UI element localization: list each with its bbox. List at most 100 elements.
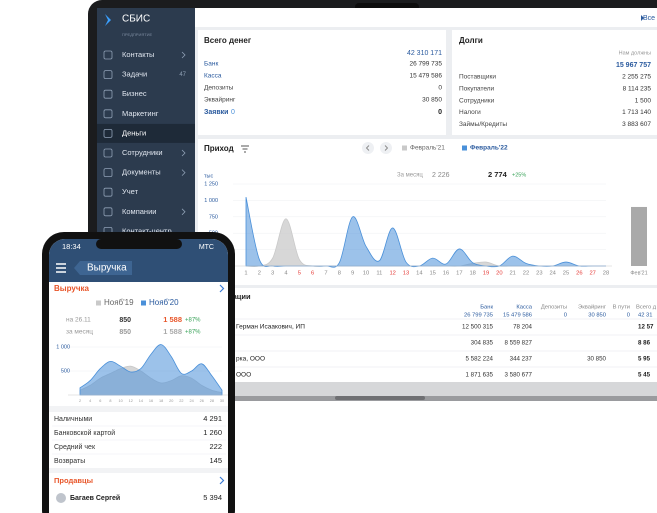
filter-icon[interactable]: [241, 145, 249, 153]
x-tick-label: 12: [129, 399, 133, 403]
menu-icon: [103, 50, 113, 60]
menu-item[interactable]: Сотрудники: [122, 148, 163, 157]
menu-icon[interactable]: [56, 263, 66, 273]
menu-icon: [103, 148, 113, 158]
phone: 18:34 МТС Выручка Выручка на 26.11 850 1 588 +8…: [42, 232, 235, 513]
menu-item[interactable]: Задачи: [122, 70, 147, 79]
menu-item[interactable]: Контакты: [122, 50, 154, 59]
debt-label: Поставщики: [459, 74, 496, 81]
x-tick-label: 24: [549, 271, 556, 277]
org-cell: 8 86: [638, 340, 651, 347]
list-label: Банковской картой: [54, 429, 115, 437]
y-tick-label: 1 000: [204, 198, 218, 204]
menu-item[interactable]: Деньги: [122, 128, 146, 137]
menu-item[interactable]: Маркетинг: [122, 109, 159, 118]
section-title[interactable]: Продавцы: [54, 476, 93, 485]
menu-arrow: [181, 149, 186, 157]
x-tick-label: 8: [338, 271, 341, 277]
legend-swatch: [141, 300, 146, 306]
debt-label: Покупатели: [459, 86, 495, 93]
money-label[interactable]: Банк: [204, 61, 218, 68]
menu-item[interactable]: Учет: [122, 187, 139, 196]
month-change: +25%: [512, 172, 526, 178]
seller-value: 5 394: [203, 493, 222, 502]
x-tick-label: 10: [363, 271, 369, 277]
legend-label[interactable]: Февраль'21: [410, 145, 445, 152]
debts-total: 15 967 757: [616, 62, 651, 69]
x-tick-label: 1: [244, 271, 247, 277]
requests-label[interactable]: Заявки: [204, 109, 228, 116]
area: [79, 344, 223, 396]
section-arrow: [219, 284, 225, 293]
x-tick-label: 15: [429, 271, 435, 277]
month-prev: 2 226: [432, 172, 450, 179]
org-cell: 344 237: [510, 356, 533, 363]
x-tick-label: 4: [284, 271, 288, 277]
seller-name[interactable]: Багаев Сергей: [70, 494, 120, 502]
x-tick-label: Фев'21: [630, 270, 647, 276]
y-tick-label: 750: [209, 214, 218, 220]
org-cell: 8 559 827: [504, 340, 532, 347]
avatar: [56, 493, 66, 503]
x-tick-label: 22: [179, 399, 183, 403]
x-tick-label: 18: [469, 271, 475, 277]
x-tick-label: 17: [456, 271, 462, 277]
menu-arrow: [181, 51, 186, 59]
legend-label[interactable]: Нояб'19: [104, 298, 134, 307]
y-tick-label: 1 250: [204, 181, 218, 187]
list-label: Средний чек: [54, 443, 96, 451]
money-value: 15 479 586: [409, 73, 442, 80]
column-total: 0: [627, 313, 630, 319]
x-tick-label: 10: [118, 399, 122, 403]
menu-icon: [103, 89, 113, 99]
x-tick-label: 12: [389, 271, 395, 277]
debt-value: 1 500: [635, 97, 652, 104]
money-value: 26 799 735: [409, 61, 442, 68]
org-name[interactable]: ООО: [236, 372, 251, 379]
list-value: 222: [209, 442, 222, 451]
section-title[interactable]: Выручка: [54, 284, 89, 293]
legend-swatch: [462, 145, 467, 151]
nav-button[interactable]: [380, 142, 392, 154]
debt-value: 2 255 275: [622, 74, 651, 81]
compare-label: на 26.11: [66, 317, 91, 324]
top-link[interactable]: Все: [643, 15, 655, 22]
top-link-arrow: [641, 15, 644, 21]
org-name[interactable]: рка, ООО: [236, 356, 265, 363]
y-tick-label: 1 000: [56, 344, 70, 350]
x-tick-label: 26: [576, 271, 582, 277]
org-cell: 78 204: [513, 324, 532, 331]
compare-cur: 1 588: [163, 327, 182, 336]
debt-value: 8 114 235: [623, 86, 652, 93]
month-cur: 2 774: [488, 170, 508, 179]
card-title: зации: [229, 292, 251, 301]
x-tick-label: 2: [258, 271, 261, 277]
x-tick-label: 4: [89, 399, 91, 403]
money-label[interactable]: Касса: [204, 73, 222, 80]
menu-item[interactable]: Контакт-центр: [122, 226, 172, 235]
x-tick-label: 11: [376, 271, 382, 277]
org-cell: 5 45: [638, 372, 651, 379]
section-arrow: [219, 476, 225, 485]
x-tick-label: 26: [200, 399, 204, 403]
org-cell: 12 57: [638, 324, 654, 331]
legend-label[interactable]: Нояб'20: [149, 298, 179, 307]
x-tick-label: 14: [139, 399, 143, 403]
menu-item[interactable]: Бизнес: [122, 89, 147, 98]
legend-label[interactable]: Февраль'22: [470, 145, 508, 152]
nav-button[interactable]: [362, 142, 374, 154]
debt-value: 3 883 607: [622, 121, 651, 128]
org-cell: 3 580 677: [504, 372, 532, 379]
compare-change: +87%: [185, 330, 201, 336]
org-name[interactable]: Герман Исаакович, ИП: [236, 324, 305, 331]
menu-item[interactable]: Компании: [122, 207, 156, 216]
phone-divider: [49, 406, 228, 412]
x-tick-label: 24: [189, 399, 193, 403]
x-tick-label: 5: [298, 271, 301, 277]
menu-item[interactable]: Документы: [122, 168, 161, 177]
column-label: Банк: [480, 305, 493, 311]
compare-prev: 850: [119, 317, 131, 324]
x-tick-label: 30: [220, 399, 224, 403]
debt-label: Займы/Кредиты: [459, 120, 507, 128]
